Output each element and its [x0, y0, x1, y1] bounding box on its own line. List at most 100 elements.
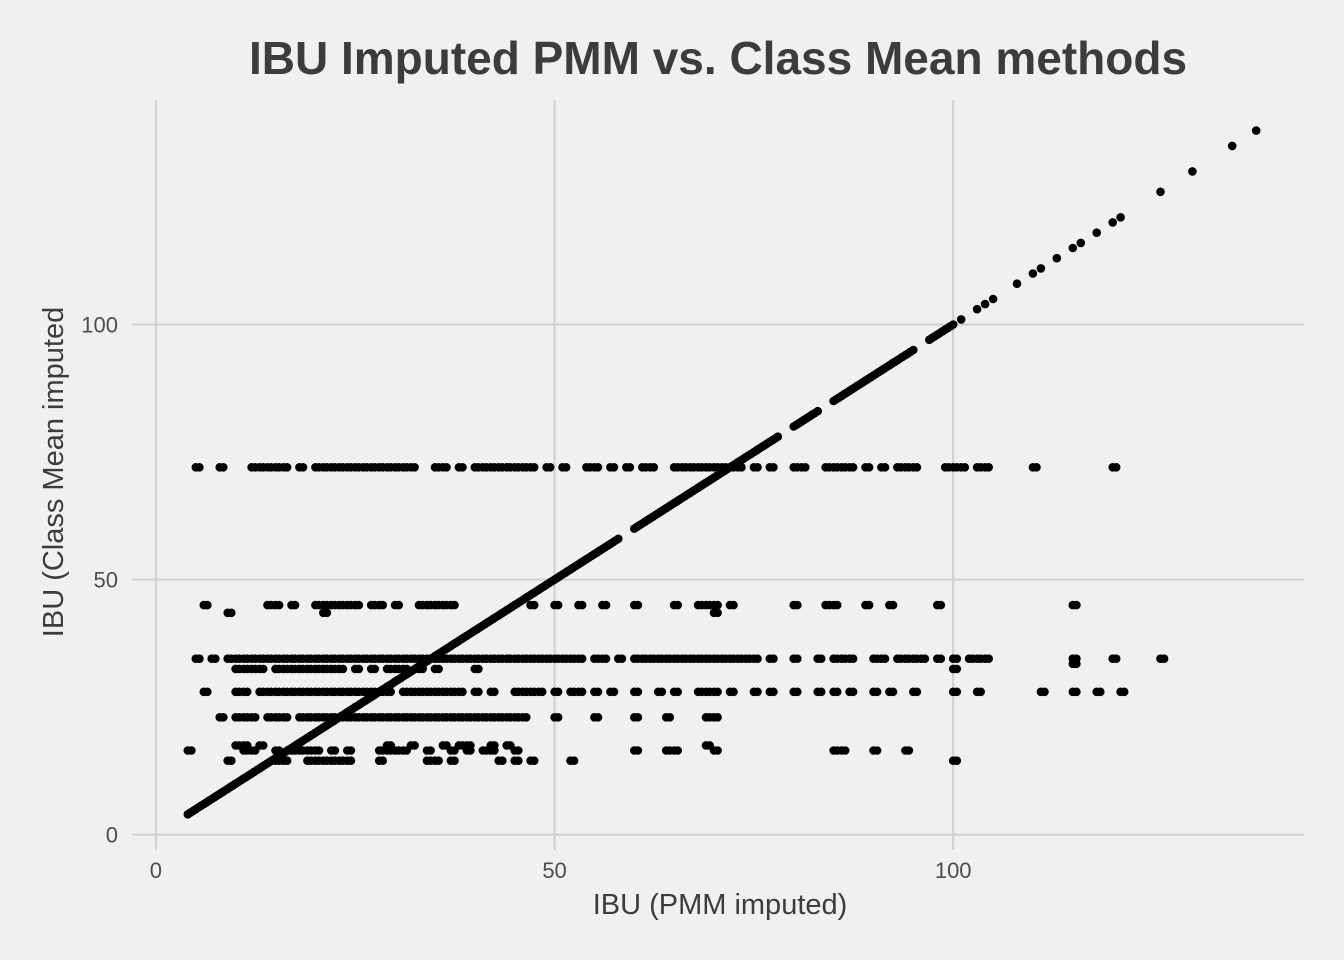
y-tick-label: 0 — [106, 823, 118, 848]
data-point — [1096, 687, 1105, 697]
data-point — [625, 463, 635, 472]
data-point — [322, 608, 332, 618]
data-point — [848, 654, 858, 663]
data-point — [729, 687, 738, 697]
y-axis-label: IBU (Class Mean imputed — [38, 307, 70, 637]
tick-labels: 0 50 100 0 50 100 — [81, 312, 971, 883]
data-point — [649, 463, 659, 472]
data-point — [976, 687, 985, 697]
data-point — [450, 600, 459, 610]
data-point — [713, 600, 722, 610]
data-point — [458, 463, 467, 472]
data-point — [1040, 687, 1049, 697]
data-point — [529, 756, 539, 765]
data-point — [203, 687, 212, 697]
data-point — [848, 463, 858, 472]
data-point — [912, 687, 922, 697]
data-point — [617, 654, 627, 663]
data-point — [290, 600, 300, 610]
data-point — [609, 687, 619, 697]
data-point — [1156, 187, 1165, 197]
data-point — [434, 756, 443, 765]
data-point — [274, 746, 284, 755]
data-point — [514, 756, 523, 765]
data-point — [773, 432, 783, 442]
data-point — [561, 463, 571, 472]
data-point — [1159, 654, 1169, 663]
data-point — [864, 463, 874, 472]
data-point — [593, 713, 603, 722]
data-point — [753, 687, 762, 697]
data-point — [394, 600, 404, 610]
data-point — [713, 713, 722, 722]
data-point — [258, 664, 268, 674]
data-point — [195, 654, 204, 663]
data-point — [1188, 167, 1197, 176]
data-point — [522, 713, 531, 722]
x-axis-label: IBU (PMM imputed) — [593, 889, 848, 921]
data-point — [948, 320, 958, 329]
data-point — [1111, 654, 1121, 663]
data-point — [601, 600, 611, 610]
data-point — [936, 654, 946, 663]
data-point — [187, 746, 196, 755]
data-point — [330, 746, 340, 755]
data-point — [282, 756, 292, 765]
data-point — [793, 600, 802, 610]
data-point — [840, 746, 850, 755]
data-point — [601, 654, 611, 663]
data-point — [577, 600, 587, 610]
data-point — [952, 756, 962, 765]
data-point — [713, 608, 722, 618]
data-point — [346, 746, 356, 755]
data-point — [956, 315, 966, 324]
data-point — [1076, 238, 1086, 248]
data-point — [346, 756, 356, 765]
data-point — [450, 756, 459, 765]
data-point — [980, 299, 990, 309]
data-point — [1012, 279, 1022, 289]
data-point — [952, 654, 962, 663]
data-point — [434, 664, 443, 674]
gridlines — [132, 100, 1304, 850]
data-point — [872, 746, 882, 755]
data-point — [1072, 659, 1081, 669]
data-point — [952, 687, 962, 697]
y-tick-label: 100 — [81, 312, 118, 337]
data-point — [832, 600, 842, 610]
data-point — [426, 746, 435, 755]
data-point — [673, 600, 682, 610]
data-point — [450, 746, 459, 755]
data-point — [729, 600, 738, 610]
data-point — [553, 713, 563, 722]
data-point — [514, 746, 523, 755]
data-point — [793, 654, 802, 663]
data-point — [1028, 269, 1038, 278]
data-point — [801, 463, 810, 472]
chart-title: IBU Imputed PMM vs. Class Mean methods — [249, 32, 1187, 84]
data-point — [219, 713, 228, 722]
data-point — [378, 756, 388, 765]
data-point — [912, 463, 922, 472]
data-point — [952, 664, 962, 674]
data-point — [864, 600, 874, 610]
x-tick-label: 100 — [935, 858, 972, 883]
data-point — [1227, 141, 1237, 151]
data-point — [195, 463, 204, 472]
data-point — [227, 756, 236, 765]
data-point — [673, 687, 682, 697]
x-tick-label: 0 — [150, 858, 162, 883]
data-point — [984, 463, 993, 472]
data-point — [769, 654, 778, 663]
data-point — [888, 600, 898, 610]
data-point — [1072, 600, 1081, 610]
data-point — [410, 741, 419, 750]
data-point — [984, 654, 993, 663]
data-point — [793, 687, 802, 697]
data-point — [1068, 243, 1078, 253]
data-point — [250, 746, 260, 755]
data-point — [614, 534, 623, 544]
data-point — [816, 654, 826, 663]
data-point — [1052, 253, 1062, 263]
data-point — [227, 608, 236, 618]
